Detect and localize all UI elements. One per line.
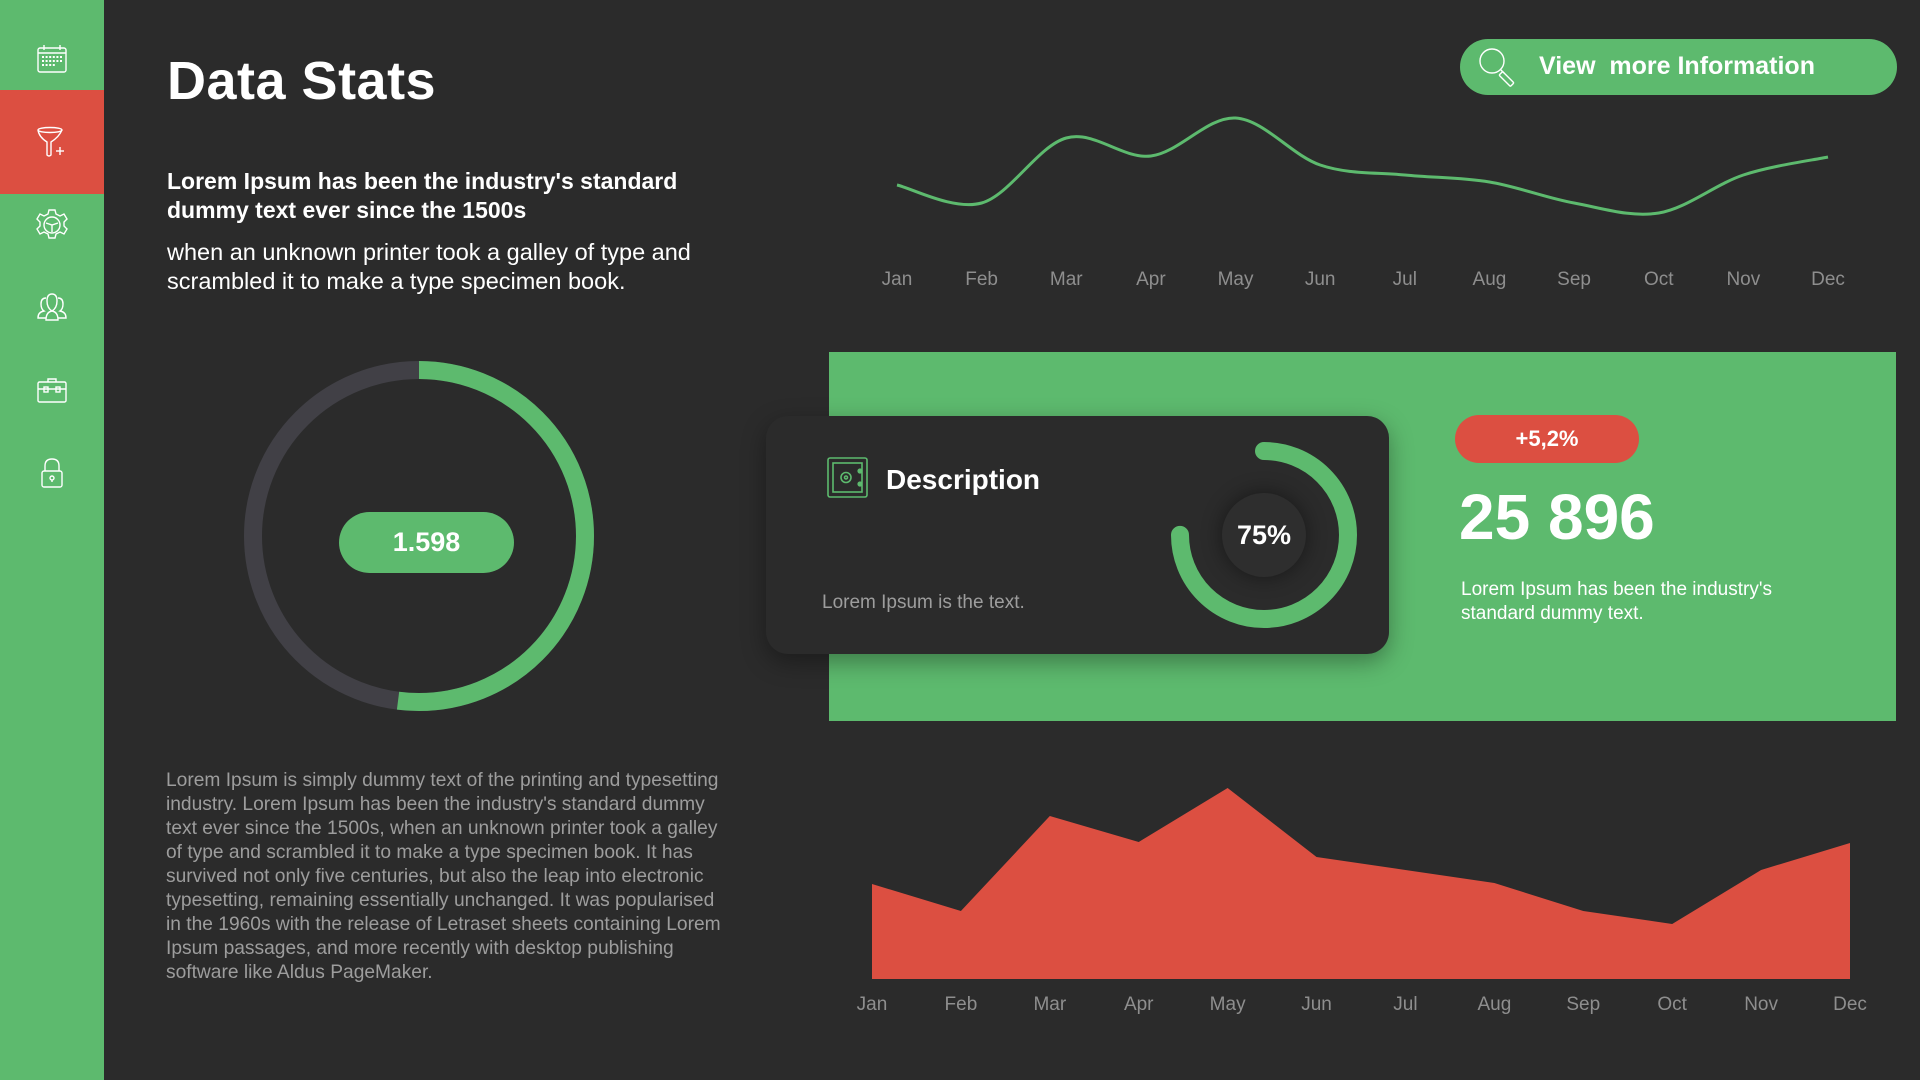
line-x-label: Feb [965,269,998,290]
funnel-plus-icon [37,126,64,157]
sidebar-item-filter[interactable] [0,90,104,194]
line-x-label: Jan [882,269,913,290]
sidebar-item-briefcase[interactable] [0,349,104,431]
area-chart: Jan Feb Mar Apr May Jun Jul Aug Sep Oct Nov Dec [857,788,1867,1015]
body-paragraph: Lorem Ipsum is simply dummy text of the … [166,770,721,983]
lock-icon [41,458,63,488]
area-series [872,788,1850,979]
line-x-label: Apr [1136,269,1166,290]
page-title: Data Stats [167,51,437,111]
intro-heading: Lorem Ipsum has been the industry's stan… [167,168,678,223]
stat-value: 25 896 [1459,481,1655,553]
area-x-label: Jul [1393,994,1417,1015]
sidebar-item-lock[interactable] [0,432,104,514]
line-x-label: Nov [1726,269,1760,290]
area-x-label: Oct [1657,994,1687,1015]
line-x-label: Dec [1811,269,1845,290]
view-more-information-button[interactable]: View more Information [1460,39,1897,95]
briefcase-icon [37,378,67,403]
area-x-label: Aug [1477,994,1511,1015]
users-icon [37,293,67,321]
sidebar-item-calendar[interactable] [0,18,104,100]
sidebar [0,0,104,1080]
line-x-label: Oct [1644,269,1674,290]
description-text: Lorem Ipsum is the text. [822,592,1025,613]
sidebar-item-users[interactable] [0,266,104,348]
line-x-label: Sep [1557,269,1591,290]
line-x-label: May [1218,269,1254,290]
search-icon [1479,48,1515,87]
change-badge: +5,2% [1455,415,1639,463]
description-title: Description [886,464,1041,495]
main-donut-value: 1.598 [339,512,514,573]
area-x-label: Sep [1566,994,1600,1015]
area-x-label: Feb [945,994,978,1015]
area-x-label: Jun [1301,994,1332,1015]
line-x-label: Jul [1393,269,1417,290]
line-x-label: Mar [1050,269,1083,290]
line-series [896,116,1829,216]
area-x-label: Nov [1744,994,1778,1015]
area-x-label: Apr [1124,994,1154,1015]
safe-icon [827,457,868,498]
area-x-label: Mar [1033,994,1066,1015]
line-chart: Jan Feb Mar Apr May Jun Jul Aug Sep Oct Nov Dec [882,116,1845,290]
line-x-label: Aug [1473,269,1507,290]
gear-icon [36,209,68,239]
stat-description: Lorem Ipsum has been the industry's stan… [1461,579,1772,624]
calendar-icon [37,45,67,73]
view-more-information-label: View more Information [1539,52,1815,80]
line-x-label: Jun [1305,269,1336,290]
description-percent: 75% [1236,520,1292,550]
sidebar-item-settings[interactable] [0,184,104,266]
area-x-label: May [1210,994,1246,1015]
area-x-label: Dec [1833,994,1867,1015]
area-x-label: Jan [857,994,888,1015]
intro-text: when an unknown printer took a galley of… [167,239,691,294]
